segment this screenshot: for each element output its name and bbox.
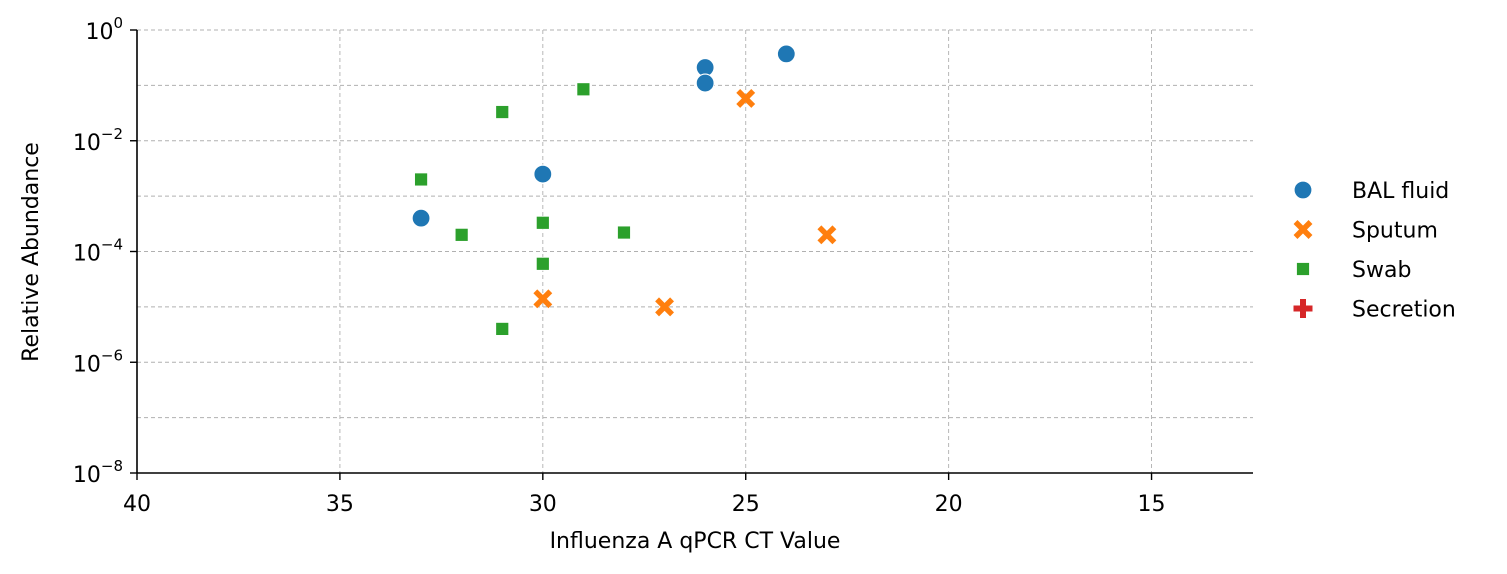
swab-point [535, 215, 550, 230]
x-tick-label: 20 [935, 492, 963, 517]
legend-marker-sputum [1293, 220, 1313, 239]
bal-fluid-point [776, 44, 796, 64]
swab-point [495, 322, 510, 336]
y-tick-label: 10−8 [73, 457, 123, 488]
swab-point [454, 227, 469, 242]
x-tick-label: 40 [123, 492, 151, 517]
y-ticks: 100 10−2 10−4 10−6 10−8 [73, 14, 137, 488]
bal-fluid-point [533, 164, 553, 184]
y-tick-label: 10−4 [73, 236, 123, 267]
sputum-point [817, 225, 837, 245]
x-tick-label: 25 [732, 492, 760, 517]
legend-marker-swab [1296, 262, 1310, 276]
x-tick-label: 35 [326, 492, 354, 517]
legend-label-bal-fluid: BAL fluid [1352, 179, 1449, 204]
sputum-point [533, 289, 553, 309]
swab-point [617, 225, 631, 240]
y-tick-label: 10−6 [73, 346, 123, 377]
bal-fluid-point [695, 73, 715, 93]
data-points [411, 44, 837, 336]
swab-point [495, 105, 510, 119]
legend-label-sputum: Sputum [1352, 219, 1438, 244]
x-ticks: 40 35 30 25 20 15 [123, 473, 1166, 517]
sputum-point [655, 297, 675, 317]
x-tick-label: 30 [529, 492, 557, 517]
y-axis-title: Relative Abundance [19, 142, 44, 362]
x-tick-label: 15 [1138, 492, 1166, 517]
swab-point [576, 82, 591, 97]
legend-label-swab: Swab [1352, 258, 1411, 283]
legend-marker-secretion [1293, 299, 1313, 318]
y-tick-label: 10−2 [73, 125, 123, 156]
x-axis-title: Influenza A qPCR CT Value [550, 529, 841, 554]
swab-point [414, 172, 428, 187]
y-tick-label: 100 [85, 14, 123, 45]
grid [136, 29, 1253, 473]
sputum-point [736, 89, 756, 108]
bal-fluid-point [411, 208, 431, 228]
legend-marker-bal-fluid [1293, 180, 1313, 200]
legend-label-secretion: Secretion [1352, 298, 1456, 323]
legend: BAL fluid Sputum Swab Secretion [1293, 179, 1456, 323]
swab-point [535, 256, 550, 271]
